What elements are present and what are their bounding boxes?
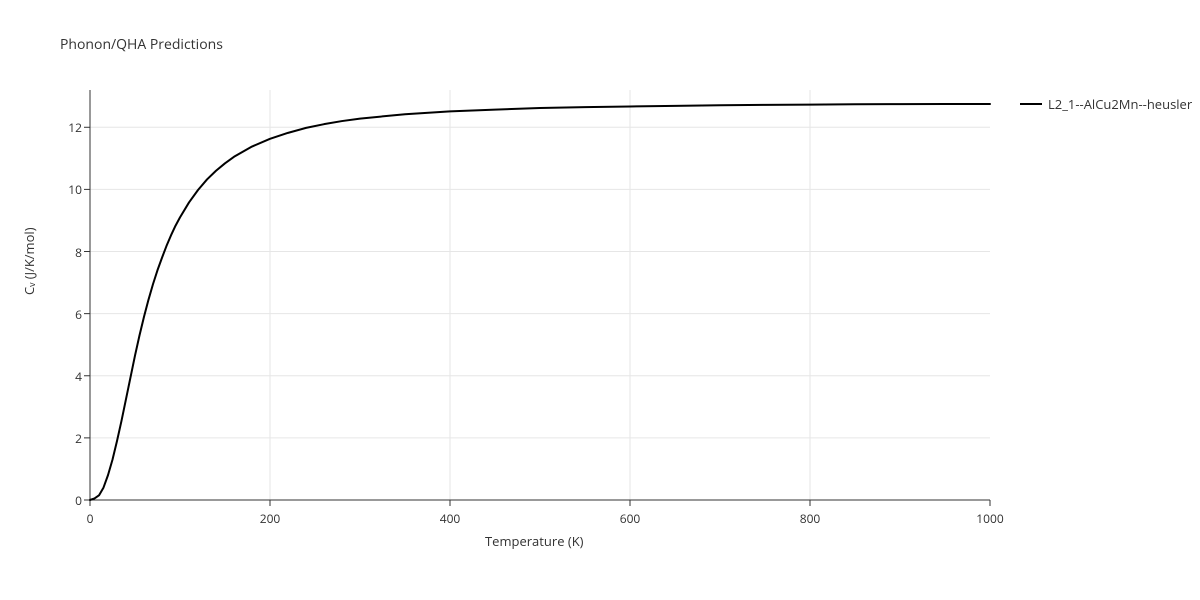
x-tick-label: 200 xyxy=(255,510,285,527)
x-tick-label: 800 xyxy=(795,510,825,527)
y-axis-label: Cᵥ (J/K/mol) xyxy=(20,227,38,295)
y-tick-label: 12 xyxy=(52,119,82,136)
chart-svg xyxy=(0,0,1200,600)
y-tick-label: 8 xyxy=(52,244,82,261)
x-tick-label: 1000 xyxy=(975,510,1005,527)
y-tick-label: 6 xyxy=(52,306,82,323)
x-tick-label: 0 xyxy=(75,510,105,527)
y-tick-label: 4 xyxy=(52,368,82,385)
x-tick-label: 400 xyxy=(435,510,465,527)
x-axis-label: Temperature (K) xyxy=(485,532,584,550)
y-tick-label: 10 xyxy=(52,181,82,198)
y-tick-label: 2 xyxy=(52,430,82,447)
y-tick-label: 0 xyxy=(52,492,82,509)
x-tick-label: 600 xyxy=(615,510,645,527)
